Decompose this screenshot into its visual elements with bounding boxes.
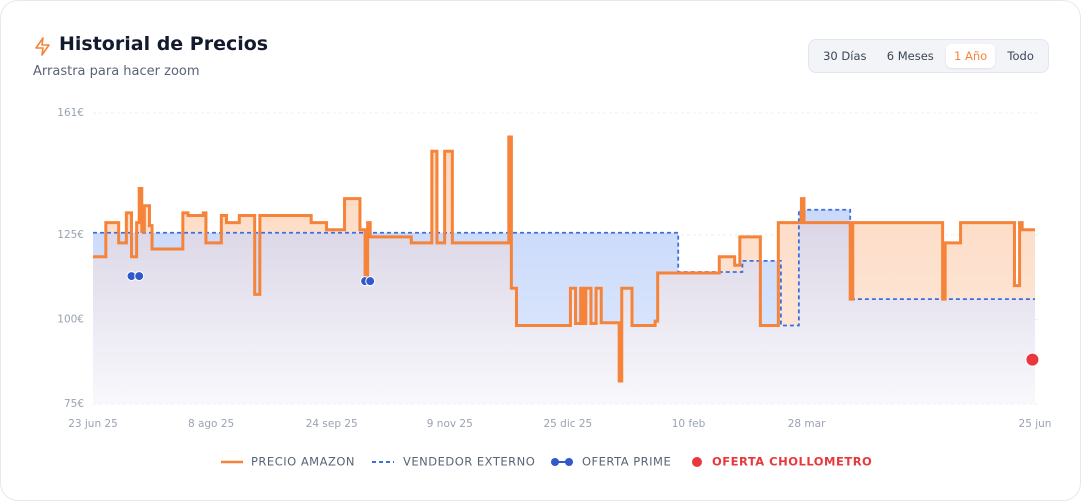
x-tick-label: 24 sep 25	[306, 418, 358, 430]
x-tick-label: 23 jun 25	[68, 418, 118, 430]
title: Historial de Precios	[59, 33, 269, 55]
legend-swatch	[565, 458, 573, 466]
y-tick-label: 75€	[64, 398, 84, 410]
legend-label: PRECIO AMAZON	[251, 455, 355, 469]
legend-label: VENDEDOR EXTERNO	[403, 455, 535, 469]
y-tick-label: 100€	[57, 313, 84, 325]
base-area-shade	[93, 209, 1035, 404]
legend-swatch	[551, 458, 559, 466]
x-tick-label: 10 feb	[672, 418, 706, 430]
x-tick-label: 9 nov 25	[427, 418, 473, 430]
x-tick-label: 28 mar	[788, 418, 826, 430]
offer-point	[365, 276, 376, 287]
x-tick-label: 8 ago 25	[188, 418, 234, 430]
range-button[interactable]: 30 Días	[823, 49, 867, 63]
range-button[interactable]: Todo	[1007, 49, 1034, 63]
offer-point	[134, 271, 145, 282]
bolt-icon	[35, 37, 50, 56]
range-button[interactable]: 1 Año	[946, 44, 996, 68]
y-tick-label: 161€	[57, 107, 84, 119]
x-tick-label: 25 dic 25	[543, 418, 592, 430]
range-button[interactable]: 6 Meses	[886, 49, 934, 63]
y-tick-label: 125€	[57, 229, 84, 241]
offer-point	[1025, 352, 1040, 367]
legend-label: OFERTA CHOLLOMETRO	[712, 455, 872, 469]
legend-label: OFERTA PRIME	[582, 455, 671, 469]
subtitle: Arrastra para hacer zoom	[33, 64, 200, 79]
range-selector: 30 Días 6 Meses 1 Año Todo	[808, 39, 1049, 73]
legend-swatch	[692, 457, 702, 467]
amazon-line	[93, 135, 1035, 383]
x-tick-label: 25 jun	[1019, 418, 1052, 430]
